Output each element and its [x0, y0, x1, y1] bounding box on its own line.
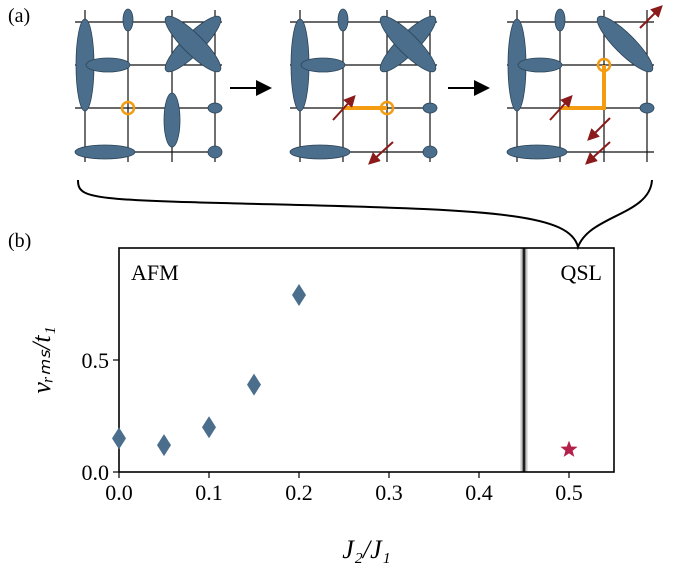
y-axis-label: vᵣₘₛ/t₁ — [27, 326, 56, 393]
x-tick-label: 0.2 — [285, 480, 313, 505]
x-axis-label: J₂/J₁ — [342, 535, 390, 564]
lattice-3 — [506, 5, 663, 165]
data-point — [247, 373, 261, 396]
x-tick-label: 0.5 — [555, 480, 583, 505]
chart: 0.0 0.1 0.2 0.3 0.4 0.5 0.0 0.5 J₂/J₁ vᵣₘₛ/t₁ AFM Q… — [27, 247, 615, 564]
y-tick-label: 0.0 — [82, 460, 110, 485]
lattice-1 — [74, 8, 223, 163]
x-tick-label: 0.3 — [375, 480, 403, 505]
data-point — [202, 416, 216, 439]
transition-line — [523, 248, 525, 472]
plot-frame — [118, 247, 615, 473]
annotation: AFM — [131, 260, 179, 285]
x-tick-label: 0.0 — [105, 480, 133, 505]
y-tick-label: 0.5 — [82, 348, 110, 373]
data-point — [292, 284, 306, 307]
x-tick-label: 0.1 — [195, 480, 223, 505]
panel-label: (a) — [8, 5, 30, 27]
data-point — [112, 427, 126, 450]
data-point — [157, 434, 171, 457]
data-point — [560, 440, 578, 457]
annotation: QSL — [560, 260, 602, 285]
x-tick-label: 0.4 — [465, 480, 493, 505]
brace — [77, 179, 653, 251]
lattice-2 — [289, 8, 438, 165]
panel-label: (b) — [8, 230, 31, 252]
